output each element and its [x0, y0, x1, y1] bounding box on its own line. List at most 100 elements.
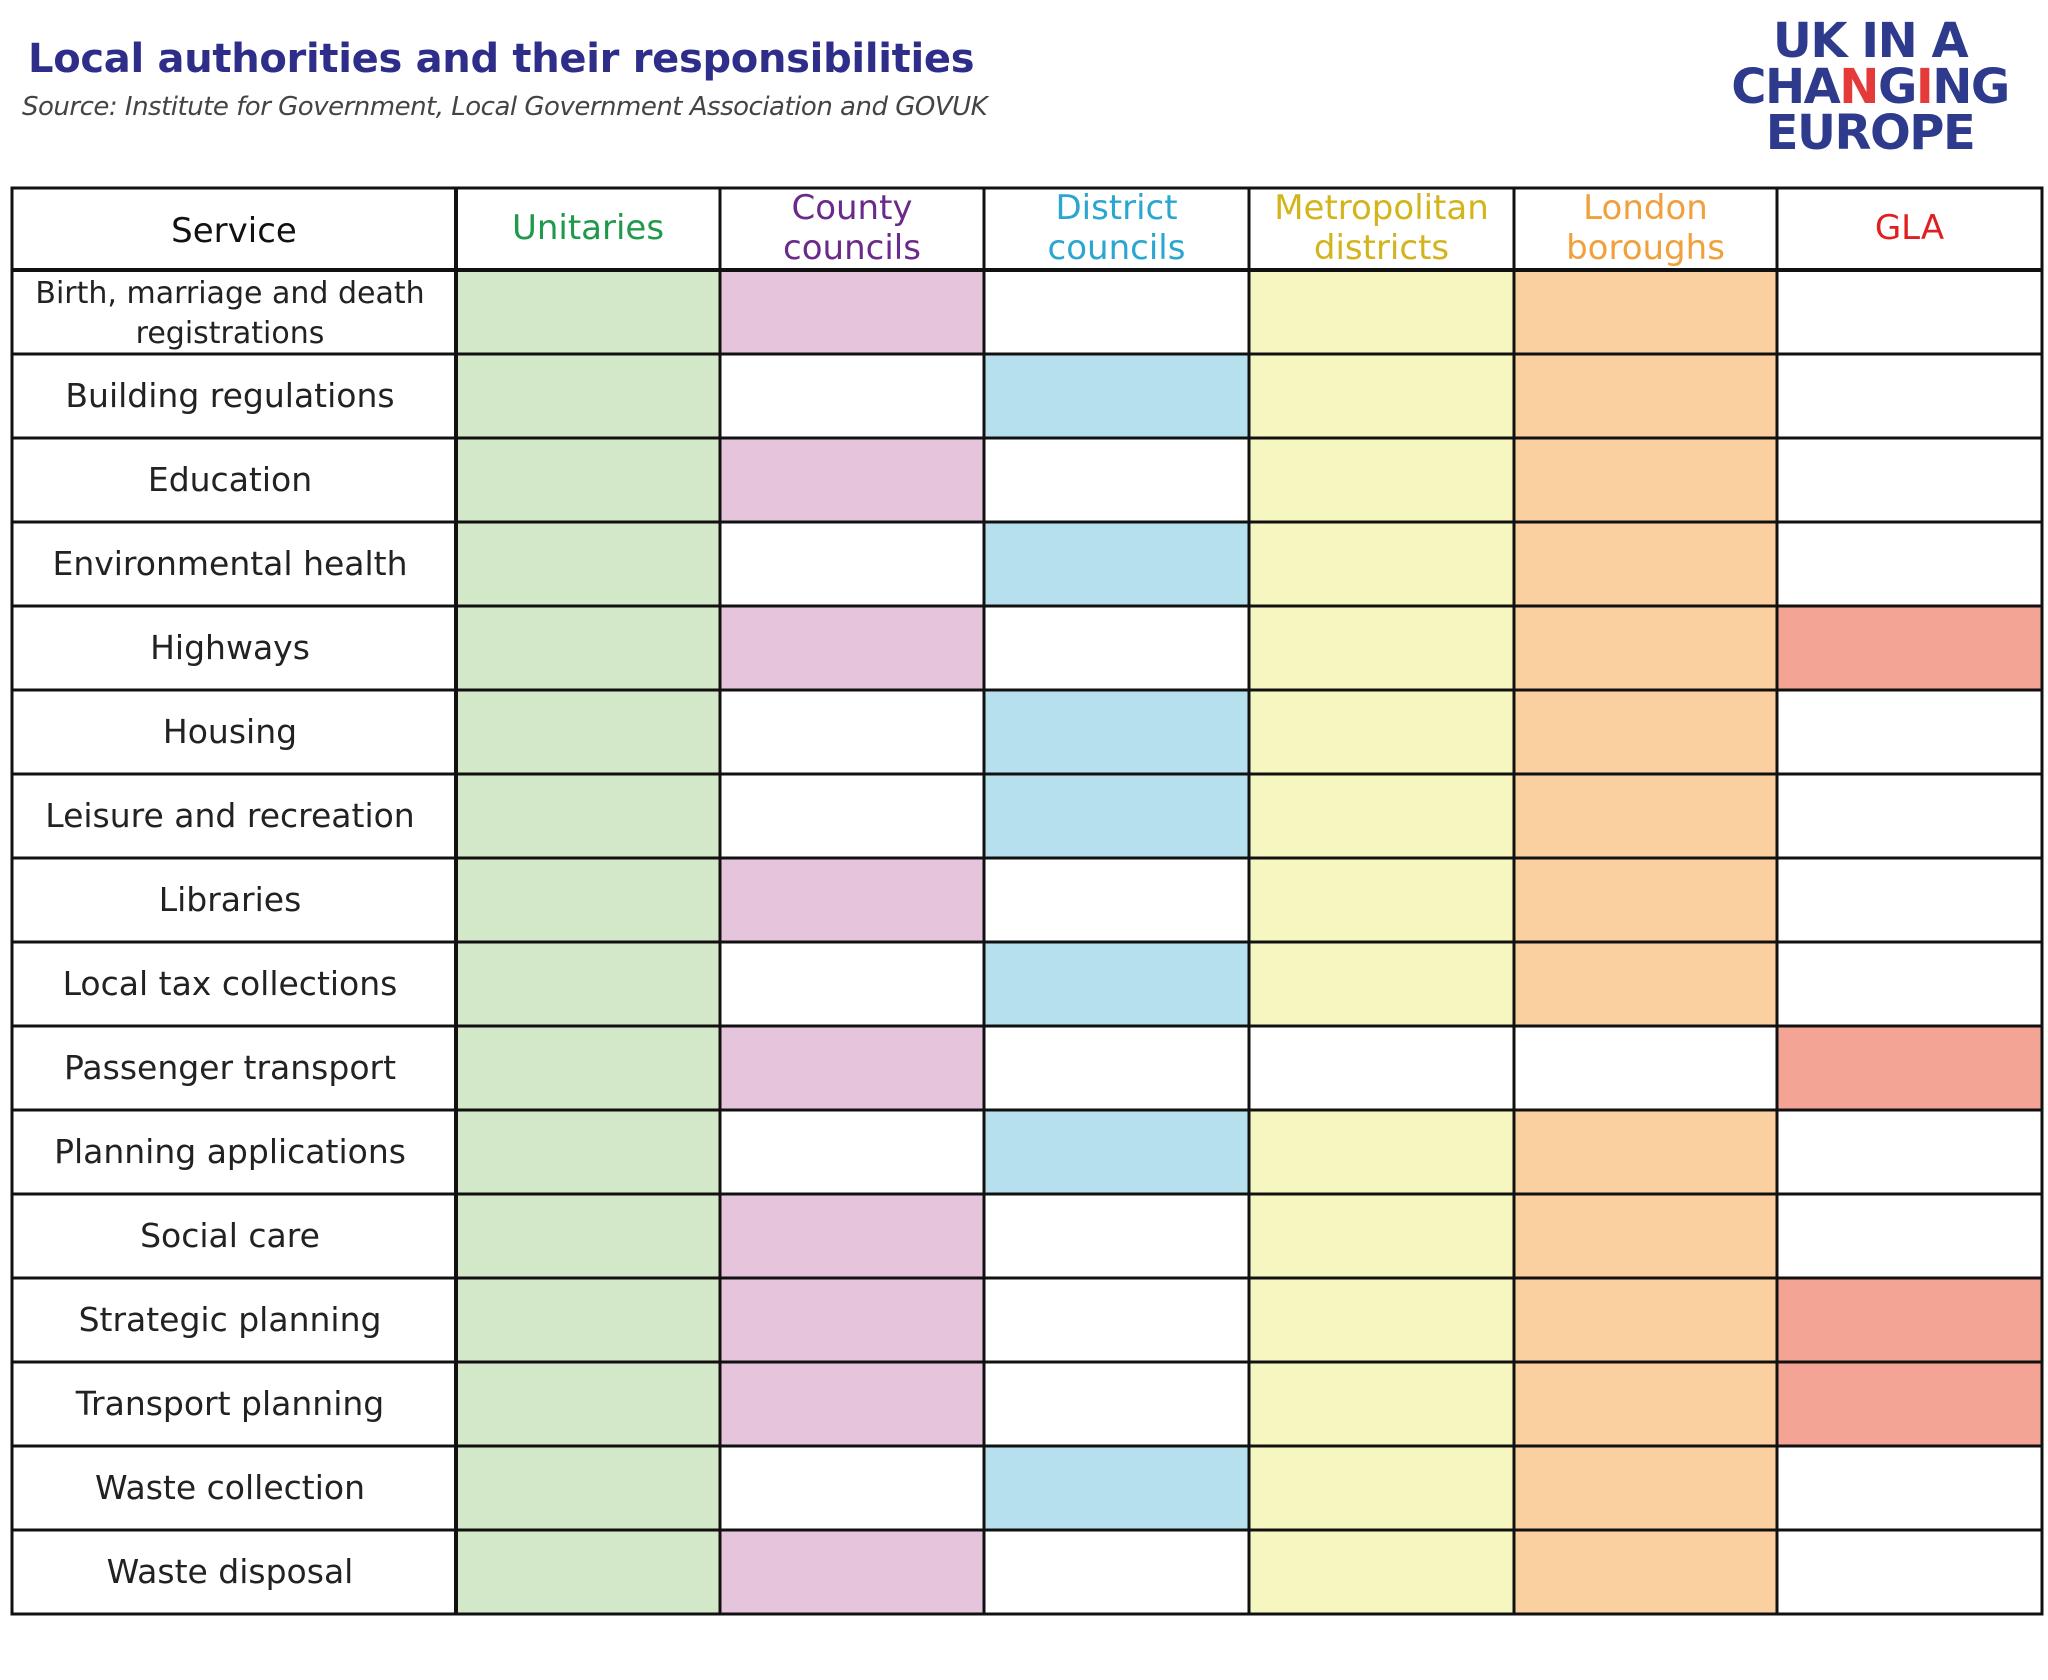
- logo-line-2: CHANGING: [1700, 63, 2040, 111]
- cell-2-row-14-filled: [720, 1362, 984, 1446]
- cell-1-row-8-filled: [456, 858, 720, 942]
- table-border: [10, 186, 2044, 1616]
- cell-2-row-11-empty: [720, 1110, 984, 1194]
- service-label-row-9-line-1: Local tax collections: [63, 964, 398, 1003]
- cell-5-row-4-filled: [1514, 522, 1777, 606]
- cell-1-row-6-filled: [456, 690, 720, 774]
- cell-5-row-14-filled: [1514, 1362, 1777, 1446]
- cell-1-row-10-filled: [456, 1026, 720, 1110]
- cell-5-row-9-filled: [1514, 942, 1777, 1026]
- column-header-2-line-2: councils: [783, 228, 921, 268]
- cell-1-row-15-filled: [456, 1446, 720, 1530]
- cell-6-row-11-empty: [1777, 1110, 2042, 1194]
- cell-5-row-8-filled: [1514, 858, 1777, 942]
- cell-3-row-5-empty: [984, 606, 1249, 690]
- cell-6-row-16-empty: [1777, 1530, 2042, 1614]
- cell-5-row-7-filled: [1514, 774, 1777, 858]
- cell-2-row-2-empty: [720, 354, 984, 438]
- service-label-row-11-line-1: Planning applications: [54, 1132, 406, 1171]
- cell-1-row-14-filled: [456, 1362, 720, 1446]
- cell-3-row-2-filled: [984, 354, 1249, 438]
- cell-3-row-4-filled: [984, 522, 1249, 606]
- cell-1-row-16-filled: [456, 1530, 720, 1614]
- cell-3-row-16-empty: [984, 1530, 1249, 1614]
- cell-3-row-12-empty: [984, 1194, 1249, 1278]
- cell-2-row-6-empty: [720, 690, 984, 774]
- cell-5-row-1-filled: [1514, 270, 1777, 354]
- logo-line-1: UK IN A: [1772, 13, 1969, 69]
- cell-4-row-2-filled: [1249, 354, 1514, 438]
- cell-6-row-4-empty: [1777, 522, 2042, 606]
- cell-2-row-3-filled: [720, 438, 984, 522]
- cell-1-row-5-filled: [456, 606, 720, 690]
- cell-5-row-2-filled: [1514, 354, 1777, 438]
- service-label-row-5-line-1: Highways: [150, 628, 310, 667]
- cell-5-row-13-filled: [1514, 1278, 1777, 1362]
- cell-5-row-12-filled: [1514, 1194, 1777, 1278]
- cell-6-row-5-filled: [1777, 606, 2042, 690]
- column-header-6-line-1: GLA: [1875, 208, 1944, 248]
- cell-3-row-11-filled: [984, 1110, 1249, 1194]
- service-label-row-2-line-1: Building regulations: [65, 376, 394, 415]
- cell-5-row-16-filled: [1514, 1530, 1777, 1614]
- column-header-1-line-1: Unitaries: [512, 208, 664, 248]
- cell-5-row-5-filled: [1514, 606, 1777, 690]
- service-label-row-7-line-1: Leisure and recreation: [45, 796, 414, 835]
- service-label-row-13-line-1: Strategic planning: [79, 1300, 382, 1339]
- service-label-row-1-line-1: Birth, marriage and death: [35, 276, 424, 311]
- cell-4-row-16-filled: [1249, 1530, 1514, 1614]
- cell-6-row-10-filled: [1777, 1026, 2042, 1110]
- cell-4-row-1-filled: [1249, 270, 1514, 354]
- cell-3-row-6-filled: [984, 690, 1249, 774]
- cell-2-row-7-empty: [720, 774, 984, 858]
- cell-2-row-9-empty: [720, 942, 984, 1026]
- cell-1-row-9-filled: [456, 942, 720, 1026]
- column-header-2-line-1: County: [791, 188, 912, 228]
- cell-6-row-3-empty: [1777, 438, 2042, 522]
- service-header: Service: [171, 211, 297, 251]
- cell-4-row-4-filled: [1249, 522, 1514, 606]
- cell-6-row-1-empty: [1777, 270, 2042, 354]
- cell-4-row-3-filled: [1249, 438, 1514, 522]
- service-label-row-6-line-1: Housing: [163, 712, 297, 751]
- cell-2-row-16-filled: [720, 1530, 984, 1614]
- cell-1-row-2-filled: [456, 354, 720, 438]
- cell-2-row-5-filled: [720, 606, 984, 690]
- cell-6-row-13-filled: [1777, 1278, 2042, 1362]
- cell-2-row-10-filled: [720, 1026, 984, 1110]
- service-label-row-8-line-1: Libraries: [159, 880, 302, 919]
- cell-6-row-14-filled: [1777, 1362, 2042, 1446]
- uk-in-a-changing-europe-logo: UK IN A CHANGING EUROPE: [1700, 13, 2040, 157]
- cell-2-row-15-empty: [720, 1446, 984, 1530]
- service-label-row-15-line-1: Waste collection: [95, 1468, 365, 1507]
- cell-4-row-7-filled: [1249, 774, 1514, 858]
- cell-4-row-13-filled: [1249, 1278, 1514, 1362]
- cell-5-row-3-filled: [1514, 438, 1777, 522]
- logo-line-2-part-d: I: [1915, 59, 1934, 115]
- cell-1-row-3-filled: [456, 438, 720, 522]
- cell-3-row-1-empty: [984, 270, 1249, 354]
- cell-2-row-8-filled: [720, 858, 984, 942]
- cell-6-row-9-empty: [1777, 942, 2042, 1026]
- cell-5-row-15-filled: [1514, 1446, 1777, 1530]
- service-label-row-4-line-1: Environmental health: [52, 544, 407, 583]
- cell-4-row-5-filled: [1249, 606, 1514, 690]
- service-label-row-10-line-1: Passenger transport: [64, 1048, 396, 1087]
- cell-2-row-4-empty: [720, 522, 984, 606]
- cell-5-row-11-filled: [1514, 1110, 1777, 1194]
- chart-source: Source: Institute for Government, Local …: [22, 92, 988, 122]
- chart-title: Local authorities and their responsibili…: [28, 36, 975, 82]
- logo-line-2-part-e: NG: [1932, 59, 2010, 115]
- service-label-row-16-line-1: Waste disposal: [107, 1552, 354, 1591]
- cell-4-row-11-filled: [1249, 1110, 1514, 1194]
- cell-3-row-10-empty: [984, 1026, 1249, 1110]
- cell-5-row-6-filled: [1514, 690, 1777, 774]
- column-header-4-line-2: districts: [1314, 228, 1449, 268]
- cell-3-row-9-filled: [984, 942, 1249, 1026]
- cell-2-row-1-filled: [720, 270, 984, 354]
- cell-2-row-13-filled: [720, 1278, 984, 1362]
- logo-line-2-part-a: CHA: [1731, 59, 1841, 115]
- cell-3-row-14-empty: [984, 1362, 1249, 1446]
- cell-1-row-12-filled: [456, 1194, 720, 1278]
